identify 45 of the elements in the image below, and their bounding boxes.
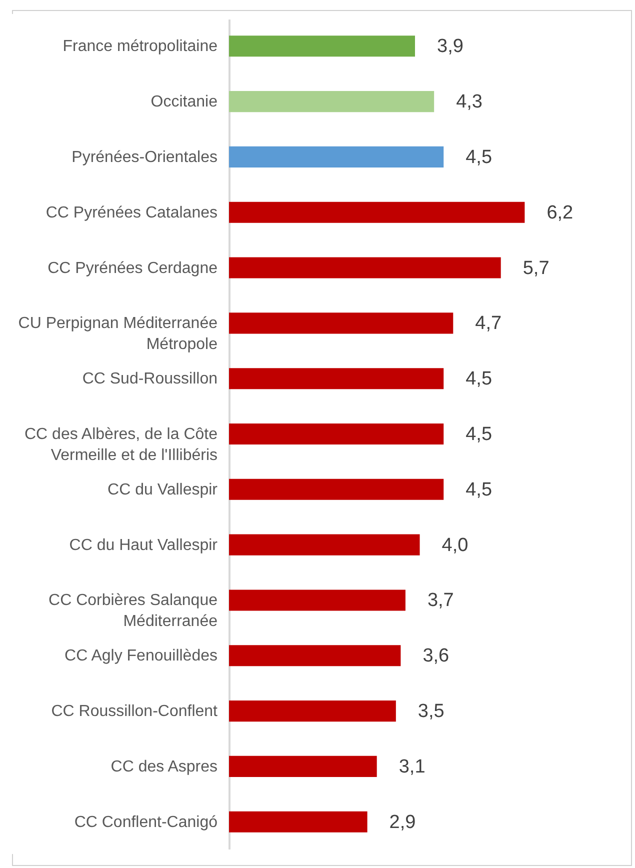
- data-label: 4,5: [466, 424, 492, 445]
- bar: [229, 590, 406, 611]
- data-label: 4,0: [442, 534, 468, 556]
- y-tick-label: CC Sud-Roussillon: [82, 370, 218, 388]
- y-tick-label: CU Perpignan Méditerranée Métropole: [18, 315, 218, 354]
- y-tick-label: CC Pyrénées Catalanes: [46, 204, 218, 222]
- data-label: 3,5: [418, 701, 444, 722]
- data-label: 3,6: [422, 646, 450, 667]
- bar: [229, 36, 415, 57]
- y-tick-label: France métropolitaine: [62, 38, 218, 56]
- y-tick-label: CC du Haut Vallespir: [69, 536, 218, 554]
- data-label: 2,9: [389, 812, 416, 833]
- y-tick-label: CC Agly Fenouillèdes: [64, 648, 218, 665]
- bar: [229, 756, 377, 777]
- data-label: 4,3: [456, 92, 482, 113]
- bar: [229, 146, 444, 168]
- bar: [229, 368, 444, 390]
- bar: [229, 257, 501, 278]
- bar: [229, 202, 525, 223]
- data-label: 3,9: [437, 36, 464, 58]
- y-tick-label: CC des Albères, de la Côte Vermeille et de l'Illibéris: [24, 426, 218, 464]
- bar: [229, 811, 368, 832]
- data-label: 4,5: [466, 368, 492, 390]
- y-tick-label: Pyrénées-Orientales: [72, 148, 218, 166]
- bar: [229, 312, 454, 334]
- bar: [229, 91, 434, 112]
- data-label: 5,7: [522, 258, 550, 279]
- y-tick-label: CC du Vallespir: [108, 481, 218, 498]
- data-label: 4,5: [466, 479, 492, 500]
- data-label: 3,7: [427, 590, 454, 612]
- y-tick-label: CC Conflent-Canigó: [74, 814, 218, 831]
- data-label: 4,7: [475, 313, 502, 334]
- data-label: 3,1: [398, 756, 426, 778]
- y-tick-label: CC des Aspres: [110, 758, 218, 776]
- bar: [229, 534, 420, 556]
- y-tick-label: CC Corbières Salanque Méditerranée: [48, 592, 218, 630]
- data-label: 6,2: [546, 202, 574, 224]
- bar: [229, 478, 444, 500]
- y-tick-label: CC Pyrénées Cerdagne: [48, 260, 218, 277]
- y-tick-label: Occitanie: [150, 94, 218, 111]
- y-tick-label: CC Roussillon-Conflent: [51, 703, 218, 720]
- bar: [229, 423, 444, 445]
- bar: [229, 645, 401, 666]
- bar: [229, 700, 396, 722]
- data-label: 4,5: [466, 146, 492, 168]
